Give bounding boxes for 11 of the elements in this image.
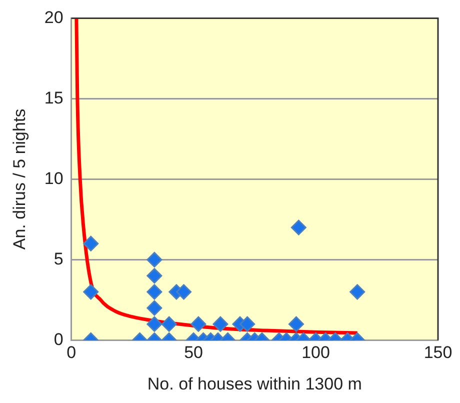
x-axis-title: No. of houses within 1300 m bbox=[147, 374, 362, 394]
y-axis-title: An. dirus / 5 nights bbox=[10, 108, 29, 250]
x-tick-label: 0 bbox=[66, 343, 76, 362]
y-tick-label: 10 bbox=[44, 168, 64, 188]
x-tick-label: 50 bbox=[184, 343, 203, 362]
x-tick-label: 100 bbox=[302, 343, 330, 362]
y-tick-label: 20 bbox=[44, 8, 64, 27]
y-tick-label: 15 bbox=[44, 88, 64, 108]
y-tick-label: 0 bbox=[54, 330, 64, 349]
x-tick-label: 150 bbox=[424, 343, 452, 362]
y-tick-label: 5 bbox=[54, 249, 64, 268]
